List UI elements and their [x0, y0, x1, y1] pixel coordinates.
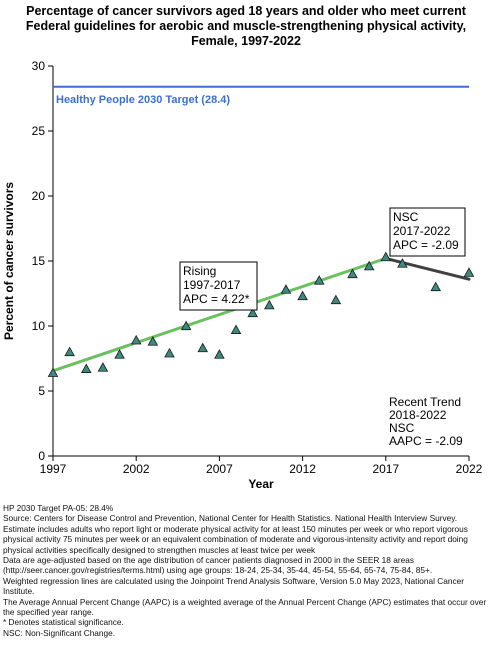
data-point: [363, 260, 375, 271]
data-point: [347, 268, 358, 279]
x-tick-label: 2012: [289, 462, 316, 476]
target-line-group: Healthy People 2030 Target (28.4): [53, 85, 469, 106]
footnote: Weighted regression lines are calculated…: [3, 575, 465, 597]
data-point: [264, 299, 275, 310]
x-tick-label: 2022: [456, 462, 483, 476]
data-point: [313, 275, 325, 285]
data-point: [247, 307, 258, 318]
data-point: [330, 294, 342, 305]
data-point: [280, 284, 292, 294]
chart-title-line: Percentage of cancer survivors aged 18 y…: [26, 4, 466, 18]
chart-axes: 0 5 10 15 20 25 30 1997 2002 2007 2012 2017 2022 Year…: [2, 59, 483, 491]
footnote: Data are age-adjusted based on the age d…: [3, 555, 433, 576]
y-tick-label: 5: [38, 384, 45, 398]
footnote: Estimate includes adults who report ligh…: [3, 523, 468, 555]
chart-title-line: Female, 1997-2022: [191, 34, 301, 48]
target-label: Healthy People 2030 Target (28.4): [56, 94, 230, 106]
annotation-text: 2018-2022: [389, 408, 447, 422]
data-point: [297, 290, 308, 301]
data-point: [463, 267, 475, 277]
chart-canvas: 0 5 10 15 20 25 30 1997 2002 2007 2012 2017 2022 Year…: [2, 59, 483, 491]
data-point: [47, 367, 59, 377]
y-axis-title: Percent of cancer survivors: [2, 182, 16, 340]
x-tick-label: 1997: [40, 462, 67, 476]
footnote: Source: Centers for Disease Control and …: [3, 513, 458, 524]
annotation-text: Recent Trend: [389, 395, 461, 409]
data-point: [380, 251, 392, 262]
data-point: [214, 349, 225, 359]
y-tick-label: 20: [32, 189, 46, 203]
chart-title-line: Federal guidelines for aerobic and muscl…: [25, 19, 467, 33]
data-point: [97, 362, 109, 372]
footnote: NSC: Non-Significant Change.: [3, 627, 116, 638]
annotation-text: APC = 4.22*: [183, 292, 250, 306]
data-point: [130, 334, 142, 345]
annotation-box: [386, 393, 466, 451]
data-point: [230, 324, 242, 334]
x-tick-label: 2002: [123, 462, 150, 476]
annotation-text: AAPC = -2.09: [389, 434, 463, 448]
y-tick-label: 15: [32, 254, 46, 268]
footnotes: HP 2030 Target PA-05: 28.4% Source: Cent…: [3, 503, 489, 638]
footnote: * Denotes statistical significance.: [3, 617, 124, 628]
data-point: [180, 320, 192, 331]
y-tick-label: 0: [38, 449, 45, 463]
y-tick-label: 25: [32, 124, 46, 138]
data-point: [147, 336, 159, 346]
annotation-text: NSC: [389, 421, 415, 435]
footnote: HP 2030 Target PA-05: 28.4%: [3, 503, 114, 513]
x-tick-label: 2007: [206, 462, 233, 476]
data-point: [197, 342, 209, 353]
trend-line-recent: [384, 256, 471, 281]
data-point: [430, 281, 441, 292]
annotation-text: 1997-2017: [183, 278, 241, 292]
data-point: [114, 349, 125, 359]
x-axis-title: Year: [248, 477, 274, 491]
annotation-text: APC = -2.09: [393, 238, 459, 252]
data-point: [397, 258, 408, 268]
annotation-box: [389, 207, 466, 257]
data-points: [47, 251, 475, 377]
annotation-text: Rising: [183, 264, 216, 278]
x-tick-label: 2017: [372, 462, 399, 476]
data-point: [164, 347, 175, 358]
data-point: [81, 363, 92, 373]
trend-lines: [51, 256, 471, 373]
trend-line-rising: [51, 256, 388, 373]
annotation-text: NSC: [393, 210, 419, 224]
chart-title: Percentage of cancer survivors aged 18 y…: [10, 4, 482, 49]
footnote: The Average Annual Percent Change (AAPC)…: [3, 596, 487, 618]
data-point: [64, 346, 75, 357]
y-tick-label: 30: [32, 59, 46, 73]
annotation-box: [179, 261, 258, 311]
annotation-text: 2017-2022: [393, 224, 451, 238]
y-tick-label: 10: [32, 319, 46, 333]
